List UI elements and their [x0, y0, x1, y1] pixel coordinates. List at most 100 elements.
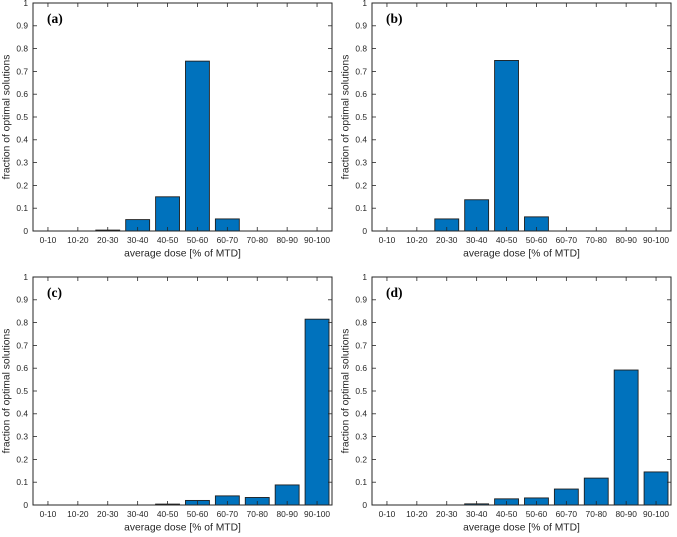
bar-90-100 [643, 470, 668, 505]
y-axis-label: fraction of optimal solutions [2, 328, 13, 453]
x-tick-label: 70-80 [585, 235, 607, 245]
chart-panel-d: 0-10 10-20 20-30 30-40 40-50 50-60 60-70 70-80 8… [339, 269, 677, 537]
x-tick-label: 20-30 [436, 509, 458, 519]
chart-panel-a: 0-10 10-20 20-30 30-40 40-50 50-60 60-70 70-80 8… [0, 0, 339, 269]
y-tick-label: 0.6 [16, 363, 28, 373]
x-tick-label: 90-100 [304, 235, 330, 245]
y-tick-label: 0.4 [16, 135, 28, 145]
y-tick-label: 0.9 [16, 21, 28, 31]
y-tick-label: 0.3 [355, 431, 367, 441]
bar-90-100 [304, 318, 330, 505]
x-tick-label: 0-10 [378, 235, 395, 245]
y-tick-label: 0.8 [16, 317, 28, 327]
y-tick-label: 1 [23, 271, 28, 281]
y-tick-label: 0.4 [355, 135, 367, 145]
x-tick-label: 50-60 [525, 235, 547, 245]
x-tick-label: 40-50 [495, 235, 517, 245]
y-tick-label: 0 [362, 226, 367, 236]
y-tick-label: 0.9 [355, 21, 367, 31]
y-axis-label: fraction of optimal solutions [340, 55, 351, 180]
y-tick-label: 0.3 [16, 431, 28, 441]
y-tick-label: 0.1 [355, 477, 367, 487]
x-tick-label: 60-70 [555, 509, 577, 519]
x-tick-label: 50-60 [525, 509, 547, 519]
y-tick-label: 0.9 [355, 294, 367, 304]
y-tick-label: 0.2 [16, 180, 28, 190]
x-tick-label: 90-100 [643, 235, 669, 245]
x-axis-label: average dose [% of MTD] [463, 249, 580, 260]
x-tick-label: 90-100 [643, 509, 669, 519]
bar-30-40 [463, 199, 489, 232]
x-tick-label: 80-90 [615, 235, 637, 245]
x-tick-label: 20-30 [97, 509, 119, 519]
y-tick-label: 0.3 [16, 158, 28, 168]
y-tick-label: 0.5 [355, 112, 367, 122]
x-tick-label: 60-70 [217, 509, 239, 519]
x-tick-label: 10-20 [67, 235, 89, 245]
y-tick-label: 0.4 [16, 408, 28, 418]
y-tick-label: 0 [362, 499, 367, 509]
x-tick-label: 80-90 [276, 235, 298, 245]
y-tick-label: 0.7 [355, 66, 367, 76]
x-tick-label: 30-40 [465, 509, 487, 519]
bar-80-90 [613, 369, 639, 505]
y-tick-label: 0.1 [16, 477, 28, 487]
x-tick-label: 80-90 [615, 509, 637, 519]
x-tick-label: 50-60 [187, 235, 209, 245]
y-tick-label: 0.2 [355, 180, 367, 190]
axes-box [371, 2, 671, 232]
x-tick-label: 0-10 [40, 235, 57, 245]
y-tick-label: 0.5 [16, 385, 28, 395]
y-tick-label: 0.5 [355, 385, 367, 395]
x-tick-label: 70-80 [585, 509, 607, 519]
x-tick-label: 40-50 [157, 235, 179, 245]
axes-box [32, 2, 333, 232]
chart-panel-c: 0-10 10-20 20-30 30-40 40-50 50-60 60-70 70-80 8… [0, 269, 339, 537]
x-tick-label: 20-30 [436, 235, 458, 245]
x-tick-label: 70-80 [247, 235, 269, 245]
y-tick-label: 0.3 [355, 158, 367, 168]
x-tick-label: 50-60 [187, 509, 209, 519]
bar-chart-svg: 0-10 10-20 20-30 30-40 40-50 50-60 60-70 70-80 8… [340, 0, 671, 260]
panel-letter: (b) [386, 11, 403, 26]
bar-70-80 [583, 477, 609, 505]
panel-letter: (c) [47, 285, 62, 300]
y-tick-label: 0.8 [355, 44, 367, 54]
x-axis-label: average dose [% of MTD] [463, 522, 580, 533]
y-tick-label: 1 [23, 0, 28, 8]
bar-chart-svg: 0-10 10-20 20-30 30-40 40-50 50-60 60-70 70-80 8… [2, 0, 333, 260]
x-tick-label: 10-20 [67, 509, 89, 519]
bar-40-50 [155, 196, 180, 232]
y-tick-label: 0.9 [16, 294, 28, 304]
x-tick-label: 20-30 [97, 235, 119, 245]
y-tick-label: 0.8 [355, 317, 367, 327]
y-tick-label: 0.7 [16, 340, 28, 350]
x-tick-label: 40-50 [495, 509, 517, 519]
y-tick-label: 1 [362, 271, 367, 281]
x-tick-label: 70-80 [247, 509, 269, 519]
bar-chart-svg: 0-10 10-20 20-30 30-40 40-50 50-60 60-70 70-80 8… [340, 271, 671, 533]
y-tick-label: 0.6 [355, 89, 367, 99]
x-tick-label: 90-100 [304, 509, 330, 519]
x-tick-label: 10-20 [406, 509, 428, 519]
panel-letter: (d) [386, 285, 403, 300]
axes-box [32, 276, 333, 505]
x-tick-label: 80-90 [276, 509, 298, 519]
bar-40-50 [493, 60, 519, 232]
y-tick-label: 0 [23, 226, 28, 236]
x-tick-label: 60-70 [555, 235, 577, 245]
y-tick-label: 0.7 [355, 340, 367, 350]
x-tick-label: 30-40 [127, 509, 149, 519]
x-tick-label: 30-40 [465, 235, 487, 245]
bar-50-60 [185, 60, 210, 232]
y-tick-label: 0.1 [355, 203, 367, 213]
y-axis-label: fraction of optimal solutions [2, 55, 13, 180]
x-tick-label: 0-10 [40, 509, 57, 519]
y-tick-label: 0.1 [16, 203, 28, 213]
x-axis-label: average dose [% of MTD] [124, 522, 241, 533]
y-tick-label: 0.5 [16, 112, 28, 122]
y-tick-label: 1 [362, 0, 367, 8]
y-tick-label: 0.2 [16, 454, 28, 464]
y-axis-label: fraction of optimal solutions [340, 328, 351, 453]
